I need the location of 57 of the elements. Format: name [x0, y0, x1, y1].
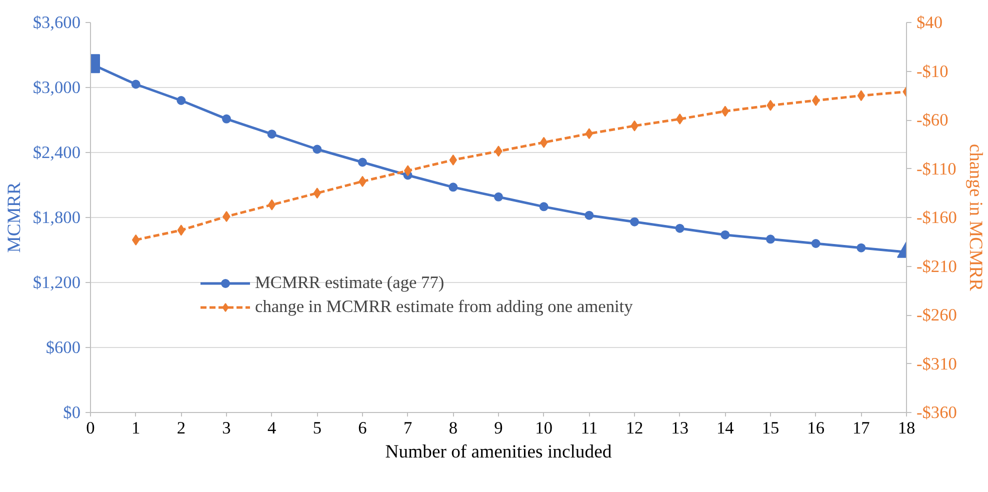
- y2-tick-label: -$60: [916, 110, 948, 130]
- point: [811, 239, 820, 248]
- x-tick-label: 2: [176, 418, 186, 438]
- x-tick-label: 17: [852, 418, 870, 438]
- legend-label: MCMRR estimate (age 77): [255, 273, 444, 293]
- point: [131, 80, 140, 89]
- y2-tick-label: -$110: [916, 159, 956, 178]
- x-tick-label: 5: [312, 418, 322, 438]
- y2-axis-title: change in MCMRR: [964, 144, 986, 292]
- y-tick-label: $3,600: [32, 13, 81, 32]
- x-tick-label: 1: [132, 418, 140, 438]
- y2-tick-label: -$10: [916, 62, 948, 81]
- x-tick-label: 4: [268, 418, 276, 438]
- point: [812, 95, 820, 106]
- point: [766, 234, 775, 244]
- point: [856, 243, 866, 252]
- x-tick-label: 3: [222, 418, 231, 438]
- x-tick-label: 14: [716, 418, 734, 438]
- x-tick-label: 7: [404, 418, 412, 438]
- x-tick-label: 9: [494, 418, 503, 438]
- point: [176, 96, 186, 105]
- point: [448, 182, 458, 192]
- x-axis-title: Number of amenities included: [385, 442, 612, 462]
- x-tick-label: 8: [448, 418, 458, 438]
- y2-tick-label: $40: [916, 13, 942, 32]
- point: [720, 230, 730, 240]
- point: [267, 130, 276, 139]
- y2-tick-label: -$310: [916, 354, 957, 374]
- point: [222, 114, 231, 124]
- y-axis-title: MCMRR: [4, 182, 25, 253]
- x-tick-label: 6: [358, 418, 368, 438]
- y2-tick-label: -$260: [916, 306, 957, 324]
- point: [358, 158, 367, 167]
- x-tick-label: 18: [898, 418, 916, 438]
- y2-tick-label: -$360: [916, 403, 957, 422]
- y2-tick-label: -$160: [916, 208, 957, 227]
- x-tick-label: 0: [86, 418, 95, 438]
- point: [494, 192, 503, 202]
- y2-tick-label: -$210: [916, 256, 957, 276]
- legend-label: change in MCMRR estimate from adding one amenity: [255, 297, 633, 317]
- y-tick-label: $600: [46, 338, 80, 357]
- point: [539, 202, 548, 212]
- y-tick-label: $1,200: [32, 273, 81, 292]
- x-tick-label: 15: [762, 418, 780, 438]
- y-tick-label: $2,400: [32, 143, 81, 162]
- point: [630, 217, 639, 226]
- y-tick-label: $1,800: [32, 208, 81, 227]
- x-tick-label: 12: [626, 418, 644, 438]
- y-tick-label: $3,000: [32, 78, 81, 97]
- point: [584, 210, 594, 220]
- x-tick-label: 10: [535, 418, 552, 438]
- x-tick-label: 16: [807, 418, 825, 438]
- x-tick-label: 13: [671, 418, 688, 438]
- y-tick-label: $0: [63, 403, 80, 422]
- point: [675, 224, 684, 233]
- point: [312, 144, 322, 154]
- x-tick-label: 11: [580, 418, 598, 438]
